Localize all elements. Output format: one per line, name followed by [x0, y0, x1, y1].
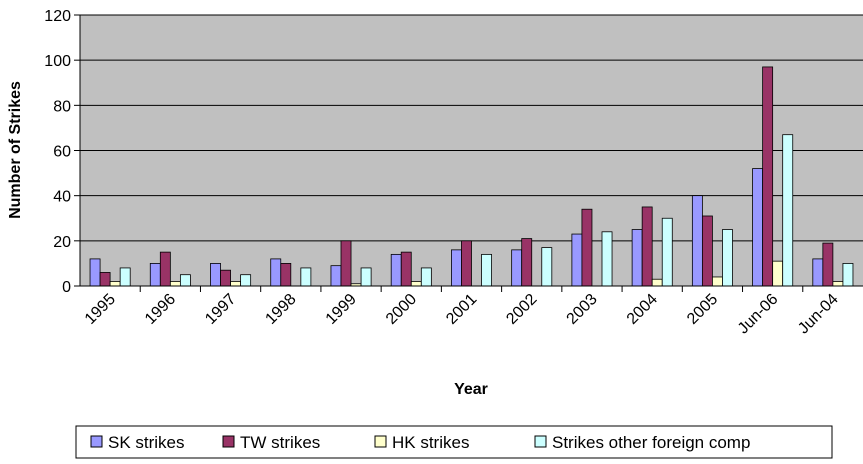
- bar-sk-strikes-1999: [330, 265, 342, 287]
- x-tick-label: 1997: [202, 291, 239, 328]
- x-tick-label: 2001: [443, 291, 480, 328]
- y-tick-label: 60: [53, 144, 71, 161]
- bar-tw-strikes-1999: [340, 240, 352, 287]
- bar-hk-strikes-2005: [712, 276, 723, 287]
- y-tick-label: 120: [44, 8, 71, 25]
- bar-sk-strikes-1997: [210, 263, 221, 287]
- bar-sk-strikes-2002: [511, 249, 523, 287]
- bar-sk-strikes-jun-06: [752, 168, 764, 287]
- bar-sk-strikes-2001: [451, 249, 462, 287]
- y-tick-label: 0: [62, 279, 71, 296]
- axes: [74, 14, 863, 292]
- bar-strikes-other-foreign-comp-2003: [601, 231, 613, 287]
- bar-hk-strikes-2000: [410, 281, 422, 287]
- bar-strikes-other-foreign-comp-jun-04: [842, 263, 854, 287]
- bar-sk-strikes-2000: [390, 253, 402, 287]
- bar-sk-strikes-1995: [89, 258, 101, 287]
- bar-hk-strikes-2004: [651, 278, 663, 287]
- bar-tw-strikes-1995: [99, 272, 111, 287]
- bar-strikes-other-foreign-comp-2004: [661, 217, 673, 287]
- bar-tw-strikes-2004: [641, 206, 653, 287]
- bar-hk-strikes-1997: [230, 281, 242, 287]
- bar-strikes-other-foreign-comp-2002: [541, 247, 553, 287]
- x-tick-label: 1998: [262, 291, 299, 328]
- y-tick-label: 80: [53, 98, 71, 115]
- bar-sk-strikes-2005: [691, 195, 703, 287]
- bar-hk-strikes-jun-04: [832, 281, 844, 287]
- bar-sk-strikes-2003: [571, 233, 583, 287]
- legend-label: TW strikes: [240, 433, 320, 452]
- bar-sk-strikes-2004: [631, 229, 643, 287]
- bar-strikes-other-foreign-comp-jun-06: [782, 134, 794, 287]
- bar-tw-strikes-2001: [461, 240, 472, 287]
- legend-swatch: [534, 435, 547, 448]
- y-tick-label: 100: [44, 53, 71, 70]
- legend-swatch: [222, 435, 235, 448]
- bar-strikes-other-foreign-comp-2001: [481, 253, 492, 287]
- bar-strikes-other-foreign-comp-1995: [119, 267, 131, 287]
- bar-hk-strikes-jun-06: [772, 260, 784, 287]
- x-tick-label: 2000: [383, 291, 420, 328]
- gridlines: [80, 14, 863, 242]
- bar-hk-strikes-1996: [169, 281, 181, 287]
- x-tick-label: 2004: [624, 291, 661, 328]
- bars: [89, 66, 854, 287]
- legend-label: Strikes other foreign comp: [552, 433, 750, 452]
- bar-tw-strikes-jun-06: [762, 66, 774, 287]
- y-tick-label: 40: [53, 189, 71, 206]
- bar-tw-strikes-1996: [159, 251, 171, 287]
- bar-strikes-other-foreign-comp-1997: [240, 274, 252, 287]
- bar-tw-strikes-jun-04: [822, 242, 834, 287]
- bar-strikes-other-foreign-comp-2005: [722, 229, 733, 287]
- legend-label: SK strikes: [108, 433, 185, 452]
- bar-tw-strikes-1997: [220, 269, 231, 287]
- y-tick-label: 20: [53, 234, 71, 251]
- bar-tw-strikes-2002: [521, 238, 533, 287]
- bar-strikes-other-foreign-comp-2000: [420, 267, 432, 287]
- bar-tw-strikes-2000: [400, 251, 412, 287]
- legend-swatch: [374, 435, 387, 448]
- bar-tw-strikes-1998: [280, 263, 292, 287]
- y-tick-labels: 0 20 40 60 80 100 120: [44, 8, 71, 296]
- bar-hk-strikes-1995: [109, 281, 121, 287]
- x-tick-label: 2003: [564, 291, 601, 328]
- x-tick-label: Jun-06: [735, 291, 782, 338]
- legend: SK strikes TW strikes HK strikes Strikes ot…: [75, 425, 833, 459]
- bar-tw-strikes-2003: [581, 208, 593, 287]
- legend-swatch: [90, 435, 103, 448]
- bar-tw-strikes-2005: [701, 215, 713, 287]
- bar-strikes-other-foreign-comp-1999: [360, 267, 372, 287]
- x-tick-label: Jun-04: [795, 291, 842, 338]
- bar-strikes-other-foreign-comp-1996: [179, 274, 191, 287]
- x-tick-label: 2002: [503, 291, 540, 328]
- bar-strikes-other-foreign-comp-1998: [300, 267, 312, 287]
- x-tick-label: 1999: [323, 291, 360, 328]
- x-tick-labels: 1995 1996 1997 1998 1999 2000 2001 2002 2003 2004…: [82, 291, 842, 338]
- x-tick-label: 1995: [82, 291, 119, 328]
- bar-sk-strikes-1996: [149, 263, 161, 287]
- legend-label: HK strikes: [392, 433, 469, 452]
- bar-sk-strikes-1998: [270, 258, 282, 287]
- x-tick-label: 2005: [684, 291, 721, 328]
- legend-box: [75, 425, 833, 459]
- x-tick-label: 1996: [142, 291, 179, 328]
- bar-sk-strikes-jun-04: [812, 258, 824, 287]
- x-axis-title: Year: [454, 381, 488, 398]
- y-axis-title: Number of Strikes: [7, 81, 24, 219]
